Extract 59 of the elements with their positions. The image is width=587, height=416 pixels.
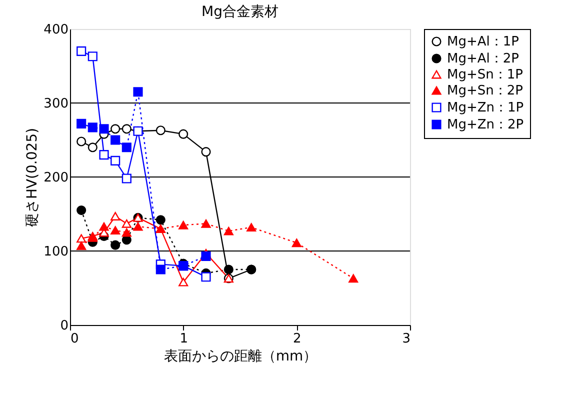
point (99, 124, 109, 134)
y-tick-label: 200 (44, 170, 68, 186)
x-tick-label: 1 (180, 332, 188, 346)
point (156, 215, 166, 225)
point (110, 124, 120, 134)
point (246, 223, 256, 232)
point (76, 118, 86, 129)
point (122, 124, 132, 134)
y-tick-label: 100 (44, 244, 68, 260)
point (110, 135, 120, 145)
point (76, 206, 86, 216)
y-axis-title: 硬さHV(0.025) (24, 128, 41, 228)
point (224, 226, 234, 236)
x-tick-label: 3 (402, 332, 410, 346)
point (292, 238, 302, 248)
point (122, 228, 132, 237)
point (201, 147, 211, 157)
legend-label: Mg+Sn：2P (447, 84, 524, 98)
chart-title: Mg合金素材 (202, 4, 278, 20)
point (122, 142, 132, 152)
y-tick-label: 400 (44, 22, 68, 38)
point (88, 122, 98, 132)
point (122, 235, 132, 245)
point (110, 240, 120, 250)
point (156, 126, 166, 136)
legend-label: Mg+Zn：1P (447, 100, 524, 116)
point (201, 251, 211, 261)
point (133, 87, 143, 97)
legend-label: Mg+Al：2P (447, 52, 520, 66)
point (178, 220, 188, 230)
point (88, 52, 98, 62)
point (99, 222, 109, 231)
point (110, 156, 120, 166)
point (178, 278, 188, 286)
legend-label: Mg+Al：1P (447, 34, 520, 50)
legend-label: Mg+Zn：2P (447, 118, 524, 132)
point (110, 226, 120, 235)
x-tick-label: 0 (70, 332, 79, 346)
point (348, 274, 358, 283)
point (156, 264, 166, 274)
point (224, 264, 234, 274)
point (110, 212, 120, 220)
point (76, 46, 86, 56)
x-tick-label: 2 (293, 332, 302, 346)
point (76, 242, 86, 250)
point (88, 142, 98, 152)
point (133, 222, 143, 231)
legend-label: Mg+Sn：1P (447, 68, 524, 82)
point (201, 272, 211, 282)
point (201, 219, 211, 228)
x-axis-title: 表面からの距離（mm） (164, 348, 318, 364)
point (122, 174, 132, 184)
point (122, 219, 132, 228)
point (178, 129, 188, 139)
y-tick-label: 300 (44, 96, 68, 112)
point (76, 234, 86, 243)
point (99, 150, 109, 160)
point (76, 136, 86, 146)
y-tick-label: 0 (60, 318, 68, 334)
